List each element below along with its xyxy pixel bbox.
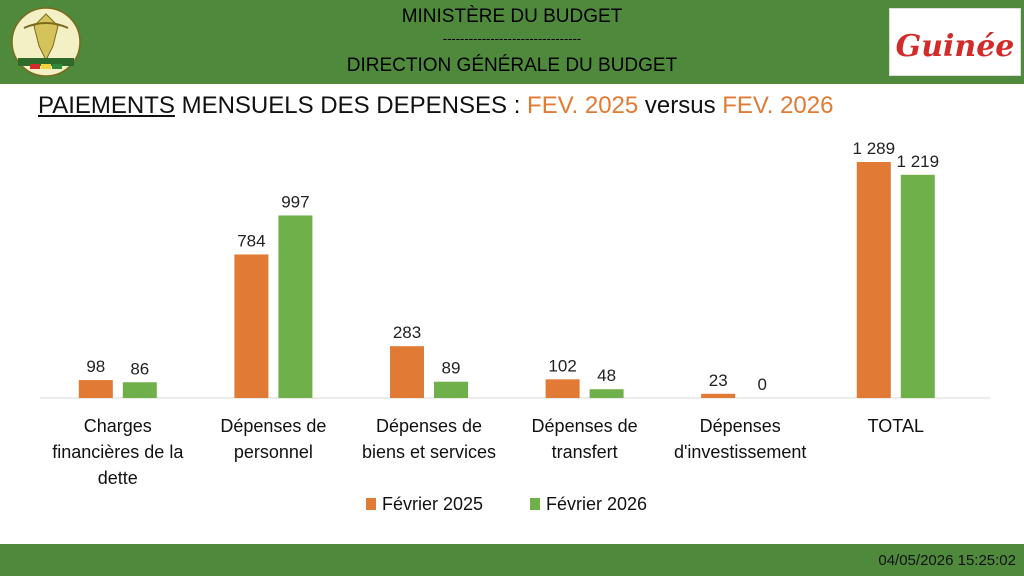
category-label-2-1: biens et services xyxy=(362,442,496,462)
bar-1-0 xyxy=(122,382,157,398)
bar-0-4 xyxy=(701,393,736,398)
data-label-1-0: 86 xyxy=(130,359,149,378)
legend-swatch-0 xyxy=(366,498,376,510)
data-label-0-1: 784 xyxy=(237,231,265,250)
data-label-1-5: 1 219 xyxy=(897,152,940,171)
ministry-title: MINISTÈRE DU BUDGET xyxy=(401,6,623,27)
data-label-0-3: 102 xyxy=(548,356,576,375)
category-label-4-1: d'investissement xyxy=(674,442,807,462)
direction-title: DIRECTION GÉNÉRALE DU BUDGET xyxy=(346,55,678,76)
bar-0-3 xyxy=(545,379,580,398)
guinee-brand-logo: Guinée xyxy=(889,8,1021,76)
bar-1-1 xyxy=(278,215,313,398)
brand-text: Guinée xyxy=(895,29,1015,64)
header-bar: MINISTÈRE DU BUDGET --------------------… xyxy=(0,0,1024,84)
category-label-3-0: Dépenses de xyxy=(532,416,638,436)
coat-of-arms-emblem-icon xyxy=(11,7,81,77)
category-label-4-0: Dépenses xyxy=(700,416,781,436)
category-label-0-1: financières de la xyxy=(52,442,184,462)
title-part-3: FEV. 2025 xyxy=(527,92,639,119)
bar-0-1 xyxy=(234,254,269,398)
data-label-1-3: 48 xyxy=(597,366,616,385)
data-label-1-2: 89 xyxy=(442,359,461,378)
title-part-4: versus xyxy=(638,92,723,119)
category-label-0-0: Charges xyxy=(84,416,152,436)
category-label-2-0: Dépenses de xyxy=(376,416,482,436)
header-divider: -------------------------------- xyxy=(442,31,582,46)
title-part-1: PAIEMENTS xyxy=(38,92,175,119)
bar-1-3 xyxy=(589,389,624,398)
bar-0-2 xyxy=(390,346,424,398)
legend-label-1: Février 2026 xyxy=(546,494,647,514)
data-label-0-4: 23 xyxy=(709,371,728,390)
category-label-1-0: Dépenses de xyxy=(220,416,326,436)
bar-0-0 xyxy=(78,380,113,398)
data-label-1-4: 0 xyxy=(757,375,766,394)
title-part-2: MENSUELS DES DEPENSES : xyxy=(174,92,528,119)
category-label-0-2: dette xyxy=(98,468,138,488)
chart-title: PAIEMENTS MENSUELS DES DEPENSES : FEV. 2… xyxy=(38,92,833,120)
bar-1-2 xyxy=(434,381,468,398)
category-label-1-1: personnel xyxy=(234,442,313,462)
category-label-3-1: transfert xyxy=(552,442,618,462)
bar-1-5 xyxy=(900,174,935,398)
legend-swatch-1 xyxy=(530,498,540,510)
bar-0-5 xyxy=(856,162,891,398)
bar-chart: 98 86 Charges financières de la dette 784 997 D… xyxy=(40,139,990,514)
footer-bar: 04/05/2026 15:25:02 xyxy=(0,544,1024,576)
legend-label-0: Février 2025 xyxy=(382,494,483,514)
data-label-0-5: 1 289 xyxy=(853,139,896,158)
timestamp: 04/05/2026 15:25:02 xyxy=(878,552,1016,569)
data-label-1-1: 997 xyxy=(281,192,309,211)
data-label-0-2: 283 xyxy=(393,323,421,342)
data-label-0-0: 98 xyxy=(86,357,105,376)
category-label-5-0: TOTAL xyxy=(868,416,924,436)
title-part-5: FEV. 2026 xyxy=(722,92,834,119)
